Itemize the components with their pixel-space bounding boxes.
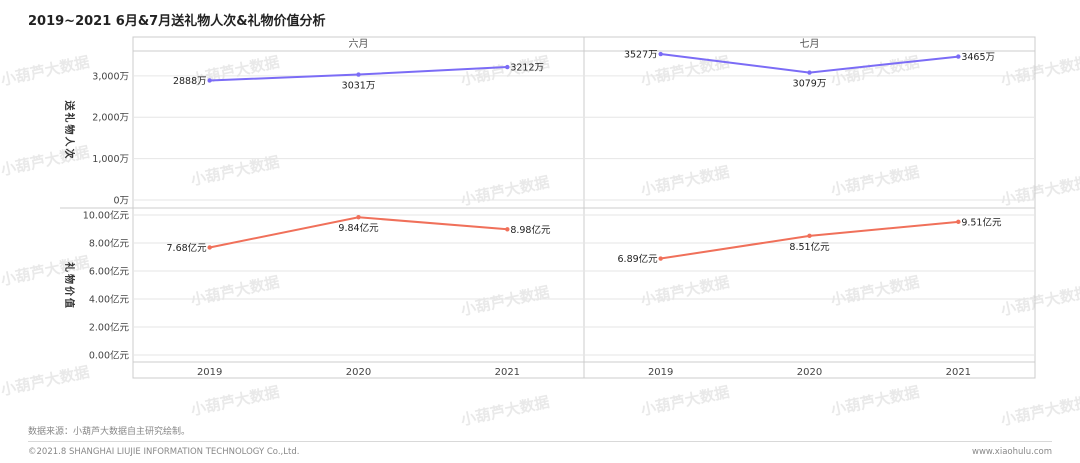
data-point xyxy=(207,245,212,250)
data-point xyxy=(356,215,361,220)
y-axis-label-char: 价 xyxy=(63,286,75,297)
y-tick-label: 8.00亿元 xyxy=(89,238,130,250)
y-tick-label: 3,000万 xyxy=(92,71,129,82)
panel-header-label: 七月 xyxy=(800,38,820,50)
website-url: www.xiaohulu.com xyxy=(972,447,1052,457)
x-tick-label: 2021 xyxy=(495,367,520,378)
y-axis-label-char: 人 xyxy=(63,137,76,148)
data-point xyxy=(658,256,663,261)
data-point xyxy=(807,70,812,75)
x-tick-label: 2021 xyxy=(946,367,971,378)
x-tick-label: 2020 xyxy=(346,367,371,378)
y-tick-label: 10.00亿元 xyxy=(83,210,130,222)
copyright-text: ©2021.8 SHANGHAI LIUJIE INFORMATION TECH… xyxy=(28,447,300,457)
data-point xyxy=(807,233,812,239)
data-label: 3527万 xyxy=(624,50,658,61)
x-tick-label: 2020 xyxy=(797,367,822,378)
y-tick-label: 0万 xyxy=(113,196,129,207)
data-label: 3079万 xyxy=(793,79,827,90)
data-point xyxy=(658,51,663,57)
footer-divider xyxy=(28,441,1052,442)
data-label: 3031万 xyxy=(342,81,376,92)
data-point xyxy=(356,72,361,77)
y-axis-label-char: 物 xyxy=(63,274,76,284)
data-label: 9.51亿元 xyxy=(961,216,1002,228)
x-tick-label: 2019 xyxy=(197,367,222,378)
y-axis-label-char: 礼 xyxy=(63,262,76,272)
data-point xyxy=(207,78,212,83)
y-tick-label: 4.00亿元 xyxy=(89,294,130,306)
data-label: 9.84亿元 xyxy=(338,222,379,234)
data-point xyxy=(505,64,510,70)
page-title: 2019~2021 6月&7月送礼物人次&礼物价值分析 xyxy=(28,14,326,29)
data-source-note: 数据来源：小葫芦大数据自主研究绘制。 xyxy=(28,427,191,437)
y-axis-label-char: 值 xyxy=(63,298,76,308)
panel-header-label: 六月 xyxy=(349,38,369,50)
y-tick-label: 2,000万 xyxy=(92,113,129,124)
data-point xyxy=(505,227,510,232)
data-point xyxy=(956,219,961,225)
y-tick-label: 0.00亿元 xyxy=(89,350,130,362)
data-label: 8.98亿元 xyxy=(510,224,551,236)
line-chart: 六月 七月 2019 2020 2021 2019 2020 2021 0万 1,000万 2,00… xyxy=(60,36,1036,379)
data-point xyxy=(956,54,961,59)
data-label: 3212万 xyxy=(510,63,544,74)
data-label: 8.51亿元 xyxy=(789,241,830,253)
x-tick-label: 2019 xyxy=(648,367,673,378)
data-label: 7.68亿元 xyxy=(167,242,208,254)
data-label: 2888万 xyxy=(173,76,207,87)
y-axis-label-char: 礼 xyxy=(63,113,76,123)
data-label: 6.89亿元 xyxy=(618,253,659,265)
y-axis-label-char: 次 xyxy=(63,149,76,159)
y-axis-label-char: 送 xyxy=(63,100,76,112)
series-line xyxy=(660,53,959,74)
data-label: 3465万 xyxy=(961,52,995,63)
y-tick-label: 6.00亿元 xyxy=(89,266,130,278)
y-axis-label-char: 物 xyxy=(63,125,76,135)
y-tick-label: 2.00亿元 xyxy=(89,322,130,334)
y-tick-label: 1,000万 xyxy=(92,154,129,165)
series-line xyxy=(660,220,959,260)
